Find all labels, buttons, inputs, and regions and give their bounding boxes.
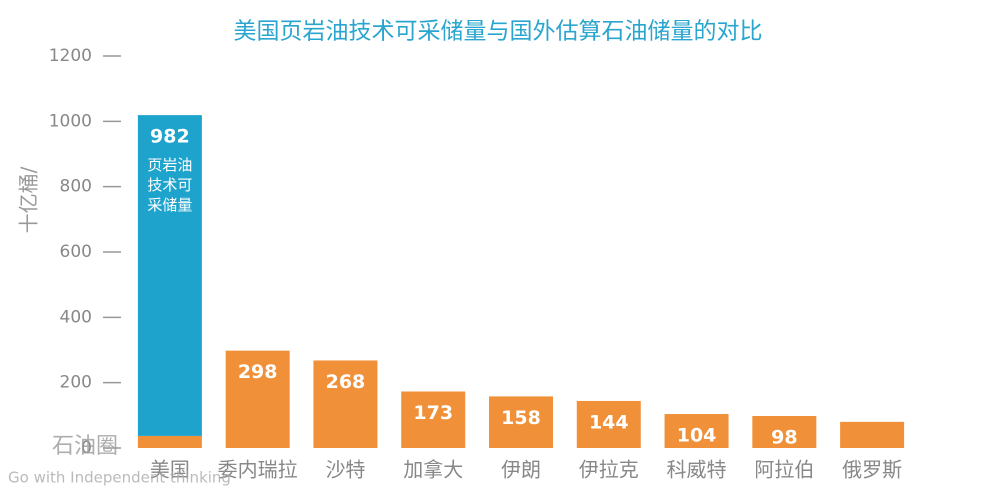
bar-segment [664,414,729,448]
watermark-subtitle: Go with Independent thinking [8,469,231,487]
bar-segment [137,435,202,448]
watermark: 石油圈 [52,434,118,459]
value-label: 158 [501,407,541,429]
x-tick-label: 委内瑞拉 [218,458,298,482]
y-tick-label: 400 [60,307,92,327]
x-tick-label: 阿拉伯 [754,458,814,482]
value-label: 104 [677,425,717,447]
x-tick-label: 美国 [150,458,190,482]
bar-segment [137,115,202,436]
bar-segment [313,360,378,448]
y-tick-label: 800 [60,177,92,197]
value-label: 98 [771,426,797,448]
bar-segment [489,396,553,448]
bar-segment [225,350,290,448]
x-tick-label: 伊拉克 [579,458,639,482]
y-axis-label: 十亿桶/ [17,166,41,233]
value-label: 268 [326,371,366,393]
y-tick-label: 1000 [49,111,92,131]
y-tick-label: 600 [60,242,92,262]
x-tick-label: 俄罗斯 [842,458,902,482]
y-tick-label: 0 [81,438,92,458]
x-tick-label: 伊朗 [501,458,541,482]
x-tick-label: 加拿大 [403,458,463,482]
x-tick-label: 沙特 [325,458,365,482]
value-label: 144 [589,411,629,433]
chart-title: 美国页岩油技术可采储量与国外估算石油储量的对比 [234,19,763,45]
bar-segment [401,391,466,448]
bar-segment [576,400,641,448]
value-label: 173 [413,402,453,424]
bar-segment [752,415,817,448]
bar-segment [840,421,905,448]
value-label: 982 [150,126,190,148]
y-tick-label: 1200 [49,46,92,66]
y-tick-label: 200 [60,373,92,393]
series-label-text: 页岩油技术可采储量 [147,156,193,215]
value-label: 298 [238,361,278,383]
x-tick-label: 科威特 [667,458,727,482]
series-label: 页岩油技术可采储量 [147,156,193,215]
value-label: 80 [859,396,885,418]
